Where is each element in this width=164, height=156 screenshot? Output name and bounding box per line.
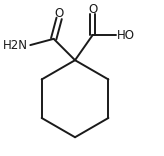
Text: O: O (89, 2, 98, 15)
Text: HO: HO (117, 29, 135, 42)
Text: O: O (54, 7, 64, 20)
Text: H2N: H2N (3, 39, 28, 52)
